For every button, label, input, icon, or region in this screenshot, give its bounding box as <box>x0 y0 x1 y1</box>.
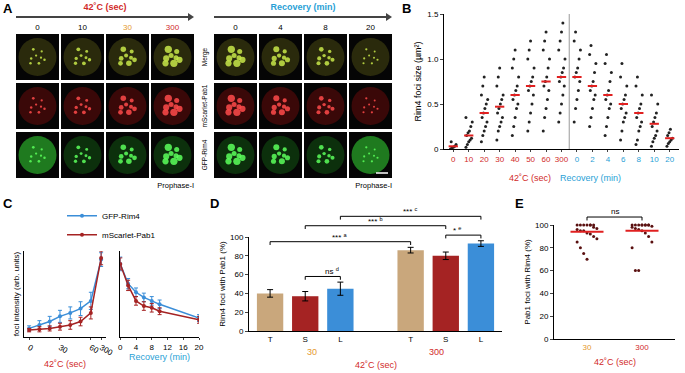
svg-text:4: 4 <box>606 155 611 164</box>
svg-text:mScarlet-Pab1: mScarlet-Pab1 <box>201 84 208 127</box>
svg-text:0: 0 <box>544 335 549 344</box>
svg-text:6: 6 <box>621 155 626 164</box>
svg-text:L: L <box>479 335 484 344</box>
svg-text:300: 300 <box>635 343 649 352</box>
svg-text:Rim4 foci with Pab1 (%): Rim4 foci with Pab1 (%) <box>218 241 227 327</box>
svg-text:42˚C (sec): 42˚C (sec) <box>44 359 86 369</box>
svg-text:0: 0 <box>35 23 40 32</box>
svg-text:4: 4 <box>278 23 283 32</box>
svg-text:50: 50 <box>526 155 535 164</box>
svg-text:0: 0 <box>451 155 456 164</box>
svg-text:2: 2 <box>590 155 595 164</box>
svg-text:0: 0 <box>26 343 35 353</box>
svg-text:30: 30 <box>123 23 132 32</box>
svg-text:8: 8 <box>323 23 328 32</box>
svg-text:12: 12 <box>163 343 172 352</box>
svg-text:40: 40 <box>234 289 243 298</box>
svg-text:8: 8 <box>150 343 155 352</box>
svg-text:60: 60 <box>539 266 548 275</box>
svg-text:20: 20 <box>665 155 674 164</box>
svg-text:30: 30 <box>57 343 70 356</box>
svg-text:8: 8 <box>637 155 642 164</box>
svg-text:*** ​a​: *** ​a​ <box>332 232 348 242</box>
svg-text:ns ​d​: ns ​d​ <box>325 266 339 276</box>
svg-text:1.0: 1.0 <box>427 55 439 64</box>
html-text:B: B <box>402 1 412 16</box>
svg-text:16: 16 <box>179 343 188 352</box>
svg-text:10: 10 <box>464 155 473 164</box>
svg-text:Rim4 foci size (µm²): Rim4 foci size (µm²) <box>413 41 423 121</box>
svg-text:20: 20 <box>195 343 204 352</box>
svg-text:Pab1 foci with Rim4 (%): Pab1 foci with Rim4 (%) <box>523 239 532 325</box>
svg-text:L: L <box>338 335 343 344</box>
svg-text:300: 300 <box>429 347 444 357</box>
svg-text:42˚C (sec): 42˚C (sec) <box>594 357 636 367</box>
svg-text:1.5: 1.5 <box>427 10 439 19</box>
svg-text:20: 20 <box>234 308 243 317</box>
svg-text:0: 0 <box>118 343 123 352</box>
svg-text:GFP-Rim4: GFP-Rim4 <box>201 139 208 170</box>
svg-text:40: 40 <box>511 155 520 164</box>
svg-text:S: S <box>443 335 448 344</box>
svg-text:ns: ns <box>611 207 619 216</box>
svg-text:100: 100 <box>535 221 549 230</box>
svg-text:*** ​c​: *** ​c​ <box>403 206 418 216</box>
svg-text:Prophase-I: Prophase-I <box>355 181 392 190</box>
svg-text:30: 30 <box>583 343 592 352</box>
html-text:C: C <box>3 196 13 211</box>
svg-text:mScarlet-Pab1: mScarlet-Pab1 <box>102 231 155 240</box>
svg-text:20: 20 <box>539 312 548 321</box>
svg-text:30: 30 <box>307 347 317 357</box>
svg-text:Merge: Merge <box>201 47 209 66</box>
html-text:A: A <box>3 1 13 16</box>
svg-text:100: 100 <box>230 233 244 242</box>
svg-text:60: 60 <box>542 155 551 164</box>
svg-text:S: S <box>303 335 308 344</box>
svg-text:30: 30 <box>495 155 504 164</box>
svg-text:42˚C (sec): 42˚C (sec) <box>83 2 126 12</box>
svg-text:0: 0 <box>239 327 244 336</box>
svg-text:*** ​b​: *** ​b​ <box>368 216 383 226</box>
svg-text:T: T <box>408 335 413 344</box>
svg-text:80: 80 <box>539 244 548 253</box>
svg-text:40: 40 <box>539 289 548 298</box>
svg-text:T: T <box>268 335 273 344</box>
svg-text:300: 300 <box>555 155 569 164</box>
svg-text:300: 300 <box>166 23 180 32</box>
svg-text:foci intensity (arb. units): foci intensity (arb. units) <box>12 251 21 336</box>
svg-text:80: 80 <box>234 252 243 261</box>
svg-text:42˚C (sec): 42˚C (sec) <box>355 360 397 370</box>
svg-text:0.5: 0.5 <box>427 100 439 109</box>
svg-text:Recovery (min): Recovery (min) <box>129 352 190 362</box>
svg-text:Recovery (min): Recovery (min) <box>270 2 335 12</box>
svg-text:4: 4 <box>134 343 139 352</box>
svg-text:0: 0 <box>233 23 238 32</box>
html-text:D: D <box>210 196 220 211</box>
svg-text:10: 10 <box>78 23 87 32</box>
svg-text:60: 60 <box>234 270 243 279</box>
svg-text:20: 20 <box>366 23 375 32</box>
svg-text:0: 0 <box>575 155 580 164</box>
html-text:E: E <box>515 196 524 211</box>
svg-text:* ​e​: * ​e​ <box>453 225 461 235</box>
svg-text:0: 0 <box>434 145 439 154</box>
svg-text:Prophase-I: Prophase-I <box>157 181 194 190</box>
svg-text:20: 20 <box>480 155 489 164</box>
svg-text:10: 10 <box>650 155 659 164</box>
svg-text:42˚C (sec): 42˚C (sec) <box>509 173 551 183</box>
svg-text:GFP-Rim4: GFP-Rim4 <box>102 212 140 221</box>
svg-text:60: 60 <box>88 343 101 356</box>
svg-text:Recovery (min): Recovery (min) <box>560 173 621 183</box>
svg-text:300: 300 <box>98 343 115 358</box>
